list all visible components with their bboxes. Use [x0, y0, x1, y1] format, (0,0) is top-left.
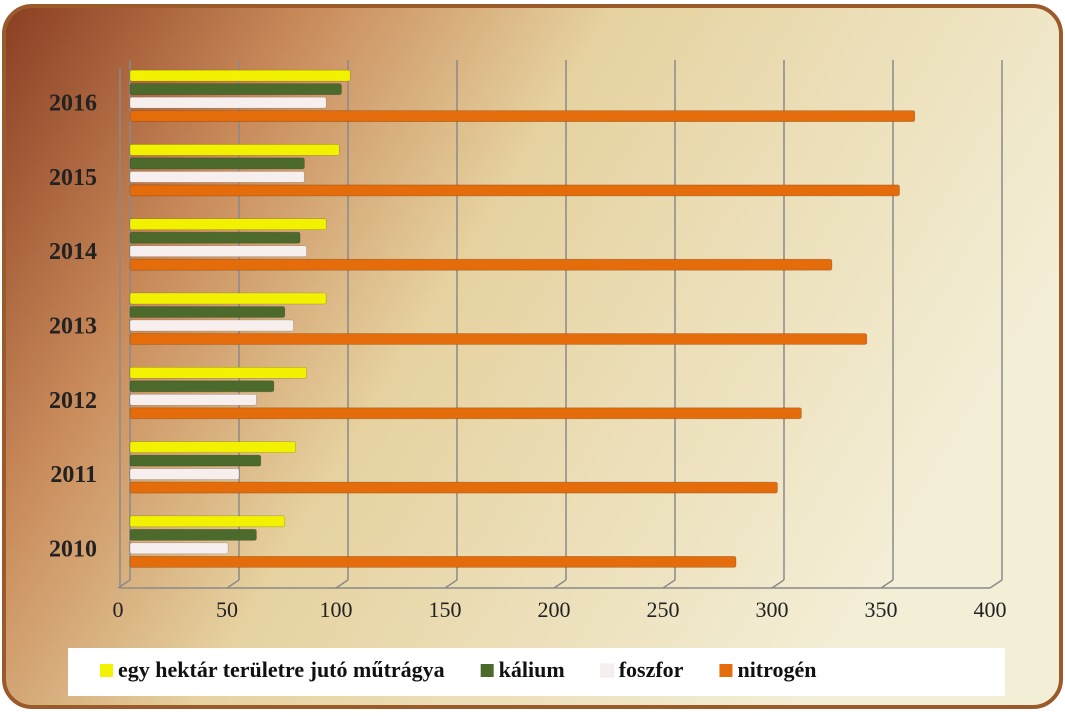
grid-foot: [226, 579, 240, 589]
bar: [129, 96, 327, 109]
x-tick-label: 250: [647, 597, 680, 622]
bar: [129, 144, 340, 156]
legend-label: nitrogén: [737, 657, 816, 682]
legend-swatch: [600, 663, 615, 678]
y-tick-label: 2013: [49, 314, 97, 340]
legend-swatch: [100, 664, 113, 677]
grid-foot: [335, 579, 349, 589]
x-tick-label: 350: [865, 597, 898, 622]
y-tick-label: 2010: [49, 536, 97, 562]
grid-foot: [989, 579, 1003, 589]
bar: [129, 407, 802, 420]
x-tick-label: 300: [756, 597, 789, 622]
bar: [129, 515, 286, 528]
bar: [129, 542, 229, 555]
grid-foot: [553, 579, 567, 589]
bar: [129, 157, 305, 170]
bar: [129, 218, 327, 231]
bar: [129, 69, 351, 82]
legend-swatch: [719, 664, 733, 677]
x-tick-label: 0: [113, 597, 124, 622]
y-tick-label: 2014: [49, 239, 97, 265]
bar: [129, 529, 257, 541]
bar: [129, 258, 833, 271]
bar: [129, 231, 301, 244]
legend-swatch: [480, 664, 494, 677]
grid-foot: [444, 579, 458, 589]
x-tick-label: 200: [538, 597, 571, 622]
bar: [129, 556, 737, 568]
bar: [129, 245, 307, 258]
bar: [129, 468, 240, 480]
bar: [129, 454, 262, 467]
bar: [129, 292, 327, 305]
bar: [129, 380, 275, 393]
x-tick-label: 400: [974, 597, 1007, 622]
grid-foot: [662, 579, 676, 589]
x-tick-label: 50: [216, 597, 238, 622]
bar: [129, 306, 286, 318]
bar: [129, 171, 305, 183]
plot-area: 0 50 100 150 200 250 300 350 400 2010 2011 2012 2013…: [49, 60, 1007, 622]
x-tick-label: 100: [320, 597, 353, 622]
legend-label: foszfor: [619, 657, 684, 682]
bar: [129, 366, 307, 379]
bar: [129, 441, 296, 453]
y-tick-label: 2011: [50, 462, 97, 488]
bar: [129, 319, 294, 332]
y-tick-label: 2016: [49, 91, 97, 117]
bar: [129, 393, 257, 406]
x-tick-label: 150: [429, 597, 462, 622]
y-tick-label: 2015: [49, 165, 97, 191]
legend-box: [68, 648, 1005, 696]
grid-foot: [880, 579, 894, 589]
legend: egy hektár területre jutó műtrágya kálium…: [100, 657, 817, 682]
legend-label: kálium: [499, 657, 565, 682]
bar: [129, 110, 916, 122]
bar: [129, 333, 868, 345]
y-tick-label: 2012: [49, 388, 97, 414]
legend-label: egy hektár területre jutó műtrágya: [118, 657, 445, 682]
bar: [129, 481, 778, 494]
bar: [129, 83, 342, 95]
grid-foot: [771, 579, 785, 589]
bar: [129, 184, 900, 197]
